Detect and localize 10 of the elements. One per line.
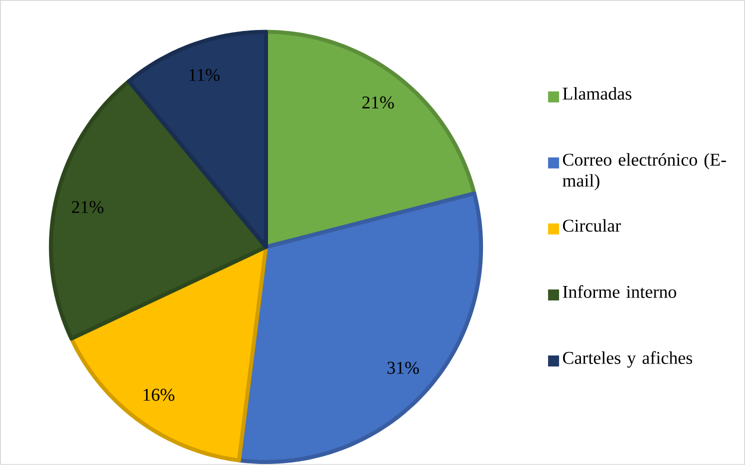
data-label: 31% [388, 362, 419, 374]
data-label: 21% [72, 201, 104, 214]
legend-label: Circular [562, 219, 621, 232]
legend-label: Correo electrónico (E-mail) [562, 153, 726, 190]
data-label: 11% [190, 68, 220, 82]
data-label: 21% [362, 96, 394, 109]
legend-label: Carteles y afiches [562, 351, 692, 368]
data-label: 16% [144, 388, 174, 401]
legend-label: Llamadas [562, 87, 632, 100]
legend-label: Informe interno [562, 285, 676, 298]
